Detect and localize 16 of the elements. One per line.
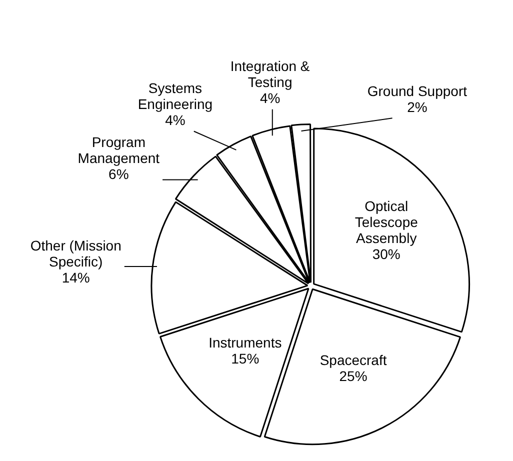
slice-label: Optical Telescope Assembly <box>354 198 418 246</box>
data-label: 14% <box>62 270 90 286</box>
slice-label: Integration & Testing <box>230 58 310 90</box>
slice-label: Instruments <box>208 334 282 351</box>
data-label: 25% <box>339 368 368 384</box>
slice-label: Systems Engineering <box>138 80 213 112</box>
slice-label: Ground Support <box>367 82 468 99</box>
slice-label: Program Management <box>78 134 160 166</box>
data-label: 30% <box>372 246 400 262</box>
slice-label: Spacecraft <box>320 352 387 368</box>
slice-label: Other (Mission Specific) <box>30 238 122 270</box>
data-label: 2% <box>407 98 428 115</box>
data-label: 4% <box>165 112 186 128</box>
data-label: 4% <box>260 90 280 106</box>
data-label: 15% <box>231 350 260 367</box>
data-label: 6% <box>108 166 129 182</box>
